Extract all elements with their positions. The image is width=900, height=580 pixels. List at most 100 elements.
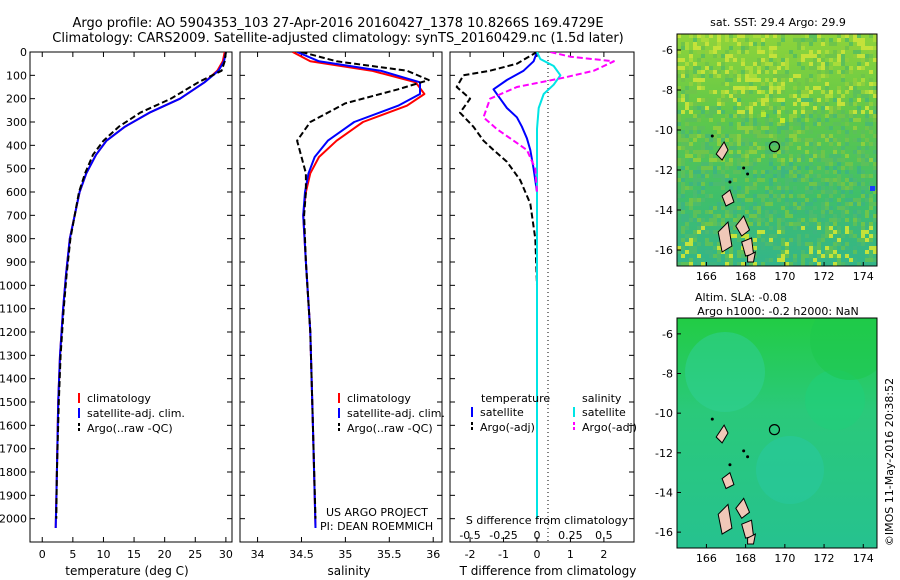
- sst-cell: [693, 210, 697, 214]
- sst-cell: [785, 214, 789, 218]
- sst-cell: [733, 226, 737, 230]
- sst-cell: [845, 242, 849, 246]
- sst-cell: [841, 46, 845, 50]
- sst-cell: [745, 86, 749, 90]
- sst-cell: [721, 126, 725, 130]
- sst-cell: [797, 138, 801, 142]
- sst-cell: [777, 122, 781, 126]
- sst-cell: [825, 162, 829, 166]
- depth-tick-label: 1000: [0, 279, 27, 292]
- sst-cell: [789, 222, 793, 226]
- sst-cell: [725, 134, 729, 138]
- sst-cell: [761, 146, 765, 150]
- sst-cell: [793, 206, 797, 210]
- sst-cell: [721, 134, 725, 138]
- sst-cell: [769, 202, 773, 206]
- sst-cell: [765, 258, 769, 262]
- sst-cell: [773, 94, 777, 98]
- sst-cell: [733, 134, 737, 138]
- sst-cell: [857, 150, 861, 154]
- sst-cell: [681, 142, 685, 146]
- sst-cell: [865, 54, 869, 58]
- x-tick-label: 15: [127, 548, 141, 561]
- sst-cell: [841, 70, 845, 74]
- depth-tick-label: 1800: [0, 466, 27, 479]
- sst-cell: [725, 162, 729, 166]
- sst-cell: [745, 106, 749, 110]
- sst-cell: [733, 170, 737, 174]
- sst-cell: [769, 62, 773, 66]
- sst-cell: [773, 142, 777, 146]
- island: [747, 533, 757, 545]
- temperature-axes-frame: [29, 51, 233, 543]
- sst-cell: [805, 78, 809, 82]
- sst-cell: [717, 138, 721, 142]
- sst-cell: [861, 78, 865, 82]
- sst-cell: [729, 246, 733, 250]
- sst-cell: [701, 42, 705, 46]
- sst-cell: [825, 74, 829, 78]
- sst-cell: [765, 66, 769, 70]
- sst-cell: [745, 138, 749, 142]
- sst-cell: [749, 182, 753, 186]
- sst-cell: [689, 134, 693, 138]
- sst-cell: [761, 42, 765, 46]
- sst-cell: [837, 182, 841, 186]
- sst-cell: [873, 34, 877, 38]
- sst-cell: [809, 50, 813, 54]
- sst-cell: [729, 134, 733, 138]
- sst-cell: [857, 170, 861, 174]
- sst-cell: [749, 198, 753, 202]
- sst-cell: [701, 218, 705, 222]
- sst-cell: [745, 38, 749, 42]
- sst-cell: [721, 102, 725, 106]
- sst-cell: [817, 174, 821, 178]
- sst-cell: [765, 114, 769, 118]
- sst-cell: [821, 254, 825, 258]
- sst-cell: [737, 194, 741, 198]
- sst-cell: [717, 174, 721, 178]
- sst-cell: [729, 150, 733, 154]
- map-y-tick-label: -10: [655, 407, 673, 420]
- sst-cell: [689, 82, 693, 86]
- sst-cell: [737, 166, 741, 170]
- island: [717, 503, 733, 535]
- sst-cell: [849, 42, 853, 46]
- sst-cell: [697, 50, 701, 54]
- sst-cell: [825, 138, 829, 142]
- sst-cell: [801, 242, 805, 246]
- sst-cell: [681, 206, 685, 210]
- sst-cell: [737, 122, 741, 126]
- sst-cell: [769, 102, 773, 106]
- sst-cell: [753, 142, 757, 146]
- sst-cell: [821, 42, 825, 46]
- sst-cell: [841, 78, 845, 82]
- sst-cell: [685, 166, 689, 170]
- sst-cell: [737, 206, 741, 210]
- sst-cell: [829, 246, 833, 250]
- sst-cell: [733, 90, 737, 94]
- sst-cell: [785, 110, 789, 114]
- sst-cell: [785, 170, 789, 174]
- sst-cell: [825, 166, 829, 170]
- sst-cell: [789, 142, 793, 146]
- sst-cell: [857, 54, 861, 58]
- sst-cell: [801, 254, 805, 258]
- sst-cell: [741, 262, 745, 266]
- sst-cell: [829, 250, 833, 254]
- sst-cell: [849, 70, 853, 74]
- sst-cell: [717, 102, 721, 106]
- sst-cell: [741, 130, 745, 134]
- sst-cell: [845, 134, 849, 138]
- sst-cell: [757, 242, 761, 246]
- sst-cell: [789, 242, 793, 246]
- sst-cell: [693, 106, 697, 110]
- sst-cell: [701, 98, 705, 102]
- sst-cell: [753, 218, 757, 222]
- sst-cell: [693, 182, 697, 186]
- sst-cell: [761, 170, 765, 174]
- sst-cell: [785, 150, 789, 154]
- sst-cell: [777, 82, 781, 86]
- sst-cell: [857, 218, 861, 222]
- sst-cell: [745, 142, 749, 146]
